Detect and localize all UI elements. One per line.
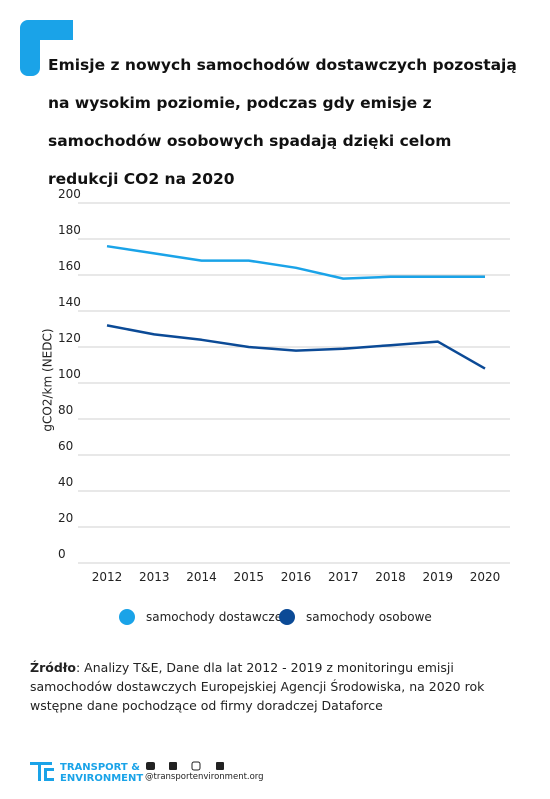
x-tick-label: 2015	[233, 570, 264, 584]
x-tick-label: 2019	[422, 570, 453, 584]
source-label: Źródło	[30, 660, 76, 675]
x-tick-label: 2016	[281, 570, 312, 584]
x-tick-label: 2017	[328, 570, 359, 584]
legend-marker	[119, 609, 135, 625]
logo-text: ENVIRONMENT	[60, 773, 143, 784]
legend-marker	[279, 609, 295, 625]
line	[106, 244, 485, 280]
website: @transportenvironment.org	[145, 772, 264, 782]
y-tick-label: 20	[58, 511, 73, 525]
source: Źródło: Analizy T&E, Dane dla lat 2012 -…	[30, 658, 510, 715]
y-tick-label: 100	[58, 367, 81, 381]
source-text: : Analizy T&E, Dane dla lat 2012 - 2019 …	[30, 660, 485, 713]
x-tick-label: 2012	[92, 570, 123, 584]
y-tick-label: 200	[58, 187, 81, 201]
y-tick-label: 140	[58, 295, 81, 309]
y-tick-label: 80	[58, 403, 73, 417]
x-tick-label: 2020	[470, 570, 501, 584]
y-tick-label: 60	[58, 439, 73, 453]
chart-title: Emisje z nowych samochodów dostawczych p…	[48, 56, 517, 188]
y-axis-label: gCO2/km (NEDC)	[41, 328, 55, 431]
corner-decoration	[20, 20, 73, 76]
logo-text: TRANSPORT &	[60, 762, 140, 773]
y-tick-label: 160	[58, 259, 81, 273]
line	[106, 324, 486, 370]
x-tick-label: 2018	[375, 570, 406, 584]
y-tick-label: 40	[58, 475, 73, 489]
x-tick-label: 2014	[186, 570, 217, 584]
logo: TRANSPORT & ENVIRONMENT @transportenviro…	[30, 761, 264, 784]
y-tick-label: 0	[58, 547, 66, 561]
y-tick-label: 180	[58, 223, 81, 237]
legend-label: samochody osobowe	[306, 610, 432, 624]
y-tick-label: 120	[58, 331, 81, 345]
x-tick-label: 2013	[139, 570, 170, 584]
legend-label: samochody dostawcze	[146, 610, 282, 624]
